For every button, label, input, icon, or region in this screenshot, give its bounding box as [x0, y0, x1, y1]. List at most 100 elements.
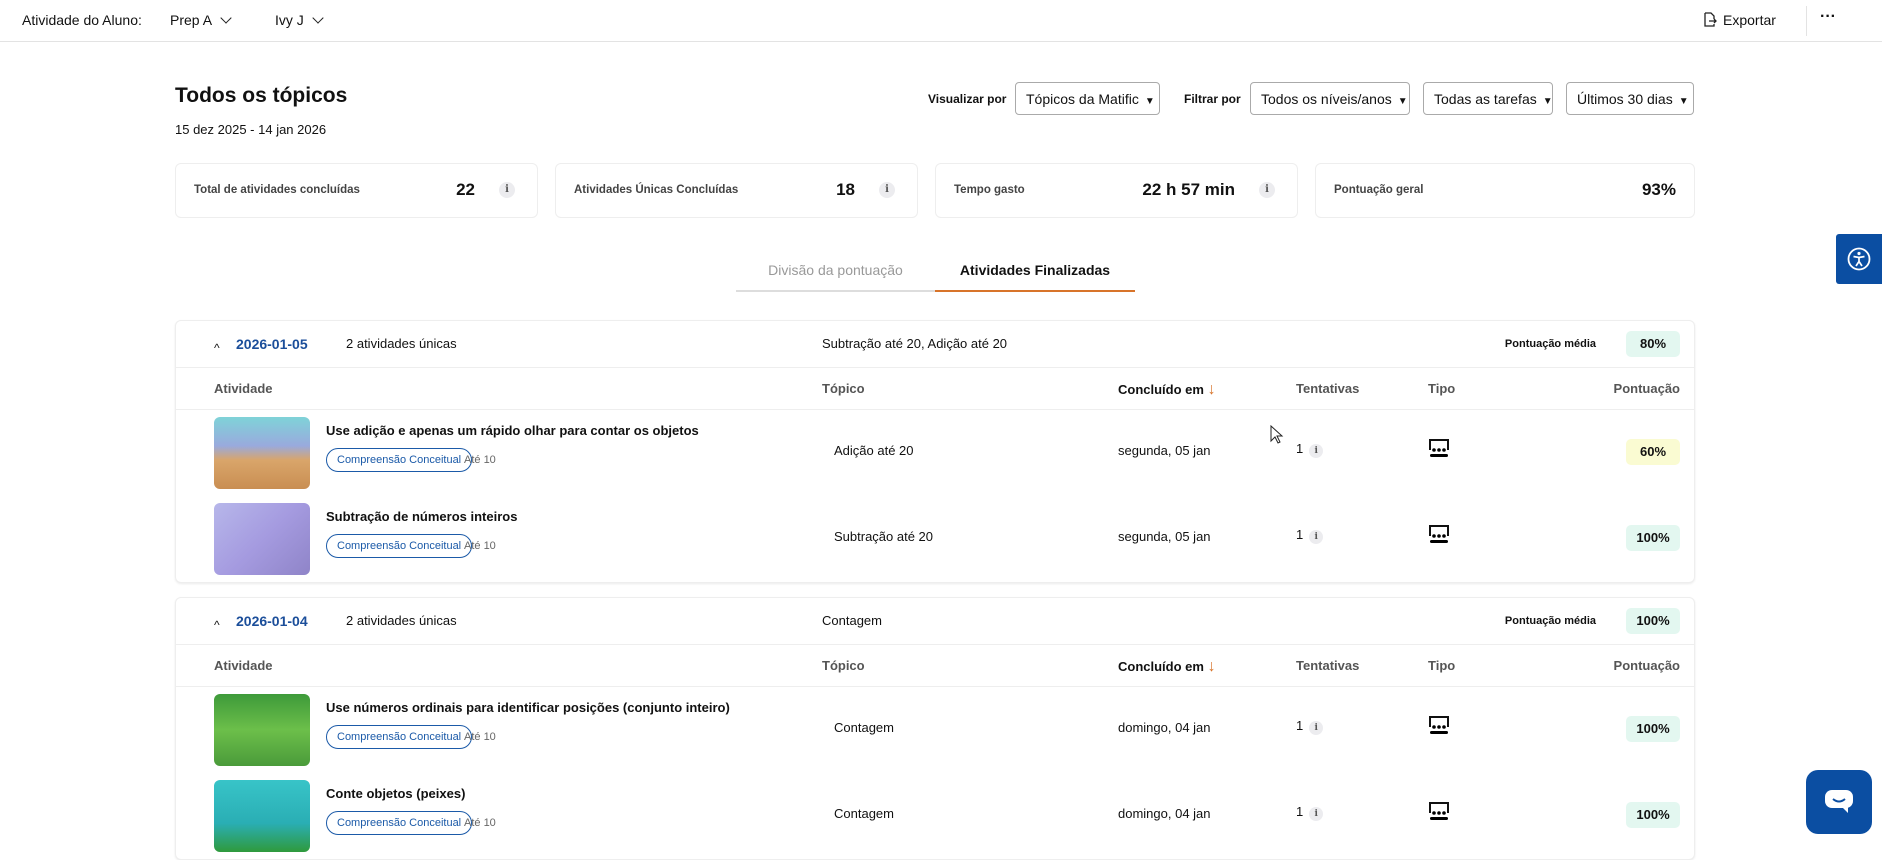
activity-title[interactable]: Conte objetos (peixes): [326, 786, 466, 801]
date-range: 15 dez 2025 - 14 jan 2026: [175, 122, 327, 137]
score-badge: 60%: [1626, 439, 1680, 465]
task-filter-dropdown[interactable]: Todas as tarefas ▼: [1423, 82, 1553, 115]
export-label: Exportar: [1723, 12, 1776, 28]
caret-down-icon: ▼: [1397, 96, 1408, 107]
chevron-down-icon: [220, 12, 232, 24]
student-name: Ivy J: [275, 12, 304, 28]
group-date[interactable]: 2026-01-05: [236, 336, 308, 352]
info-icon[interactable]: i: [1309, 530, 1324, 544]
stat-card-time: Tempo gasto 22 h 57 min i: [935, 163, 1298, 218]
group-topics: Contagem: [822, 613, 882, 628]
activity-topic: Contagem: [834, 806, 894, 821]
group-header[interactable]: ^ 2026-01-05 2 atividades únicas Subtraç…: [176, 321, 1694, 368]
score-badge: 100%: [1626, 802, 1680, 828]
activity-thumbnail[interactable]: [214, 780, 310, 852]
table-row[interactable]: Subtração de números inteiros Compreensã…: [176, 496, 1694, 582]
activity-title[interactable]: Use números ordinais para identificar po…: [326, 700, 730, 715]
export-button[interactable]: Exportar: [1703, 12, 1776, 28]
tab-score-breakdown[interactable]: Divisão da pontuação: [736, 262, 935, 292]
score-badge: 100%: [1626, 716, 1680, 742]
more-options-button[interactable]: ···: [1820, 8, 1836, 25]
chat-button[interactable]: [1806, 770, 1872, 834]
view-by-label: Visualizar por: [928, 92, 1007, 106]
info-icon[interactable]: i: [879, 182, 895, 198]
completed-date: segunda, 05 jan: [1118, 529, 1211, 544]
classroom-icon: [1429, 716, 1449, 734]
column-tries: Tentativas: [1296, 381, 1360, 396]
dropdown-value: Últimos 30 dias: [1577, 91, 1673, 107]
activity-thumbnail[interactable]: [214, 417, 310, 489]
mouse-cursor-icon: [1270, 425, 1284, 444]
group-header[interactable]: ^ 2026-01-04 2 atividades únicas Contage…: [176, 598, 1694, 645]
info-icon[interactable]: i: [1309, 807, 1324, 821]
activity-title[interactable]: Use adição e apenas um rápido olhar para…: [326, 423, 699, 438]
activity-thumbnail[interactable]: [214, 694, 310, 766]
activity-tag: Compreensão Conceitual: [326, 811, 473, 835]
accessibility-button[interactable]: [1836, 234, 1882, 284]
stat-label: Total de atividades concluídas: [194, 184, 360, 196]
average-score-label: Pontuação média: [1504, 615, 1596, 627]
activity-thumbnail[interactable]: [214, 503, 310, 575]
column-topic: Tópico: [822, 658, 865, 673]
student-selector[interactable]: Ivy J: [275, 12, 324, 28]
activity-group: ^ 2026-01-04 2 atividades únicas Contage…: [175, 597, 1695, 860]
activity-group: ^ 2026-01-05 2 atividades únicas Subtraç…: [175, 320, 1695, 583]
column-completed-sort[interactable]: Concluído em ↓: [1118, 658, 1216, 676]
stat-value: 18: [836, 180, 855, 199]
group-topics: Subtração até 20, Adição até 20: [822, 336, 1008, 351]
column-topic: Tópico: [822, 381, 865, 396]
dropdown-value: Todos os níveis/anos: [1261, 91, 1392, 107]
info-icon[interactable]: i: [1309, 721, 1324, 735]
column-score: Pontuação: [1613, 381, 1680, 396]
column-completed: Concluído em: [1118, 382, 1204, 397]
dropdown-value: Todas as tarefas: [1434, 91, 1537, 107]
page-title: Todos os tópicos: [175, 84, 348, 107]
chevron-down-icon: [312, 12, 324, 24]
class-selector[interactable]: Prep A: [170, 12, 232, 28]
stat-card-total: Total de atividades concluídas 22 i: [175, 163, 538, 218]
table-row[interactable]: Use adição e apenas um rápido olhar para…: [176, 410, 1694, 496]
stat-label: Pontuação geral: [1334, 184, 1424, 196]
tab-finished-activities[interactable]: Atividades Finalizadas: [935, 262, 1135, 292]
column-completed: Concluído em: [1118, 659, 1204, 674]
average-score-badge: 80%: [1626, 331, 1680, 357]
view-by-dropdown[interactable]: Tópicos da Matific ▼: [1015, 82, 1160, 115]
arrow-down-icon: ↓: [1207, 381, 1216, 398]
info-icon[interactable]: i: [1309, 444, 1324, 458]
export-icon: [1704, 12, 1717, 27]
activity-tag: Compreensão Conceitual: [326, 725, 473, 749]
chat-icon: [1825, 790, 1853, 813]
score-badge: 100%: [1626, 525, 1680, 551]
completed-date: domingo, 04 jan: [1118, 806, 1211, 821]
column-type: Tipo: [1428, 658, 1456, 673]
top-bar: Atividade do Aluno: Prep A Ivy J Exporta…: [0, 0, 1882, 42]
group-date[interactable]: 2026-01-04: [236, 613, 308, 629]
column-score: Pontuação: [1613, 658, 1680, 673]
chevron-up-icon[interactable]: ^: [214, 618, 220, 632]
info-icon[interactable]: i: [499, 182, 515, 198]
tries-count: 1: [1296, 441, 1304, 456]
group-count: 2 atividades únicas: [346, 613, 457, 628]
stat-label: Atividades Únicas Concluídas: [574, 184, 739, 196]
dropdown-value: Tópicos da Matific: [1026, 91, 1139, 107]
activity-title[interactable]: Subtração de números inteiros: [326, 509, 518, 524]
stat-label: Tempo gasto: [954, 184, 1025, 196]
table-row[interactable]: Use números ordinais para identificar po…: [176, 687, 1694, 773]
stat-value: 93%: [1641, 180, 1676, 199]
info-icon[interactable]: i: [1259, 182, 1275, 198]
activity-topic: Contagem: [834, 720, 894, 735]
average-score-label: Pontuação média: [1504, 338, 1596, 350]
stat-card-score: Pontuação geral 93%: [1315, 163, 1695, 218]
chevron-up-icon[interactable]: ^: [214, 341, 220, 355]
stat-value: 22: [456, 180, 475, 199]
level-filter-dropdown[interactable]: Todos os níveis/anos ▼: [1250, 82, 1410, 115]
column-completed-sort[interactable]: Concluído em ↓: [1118, 381, 1216, 399]
average-score-badge: 100%: [1626, 608, 1680, 634]
period-filter-dropdown[interactable]: Últimos 30 dias ▼: [1566, 82, 1694, 115]
table-row[interactable]: Conte objetos (peixes) Compreensão Conce…: [176, 773, 1694, 859]
page-label: Atividade do Aluno:: [22, 12, 142, 28]
